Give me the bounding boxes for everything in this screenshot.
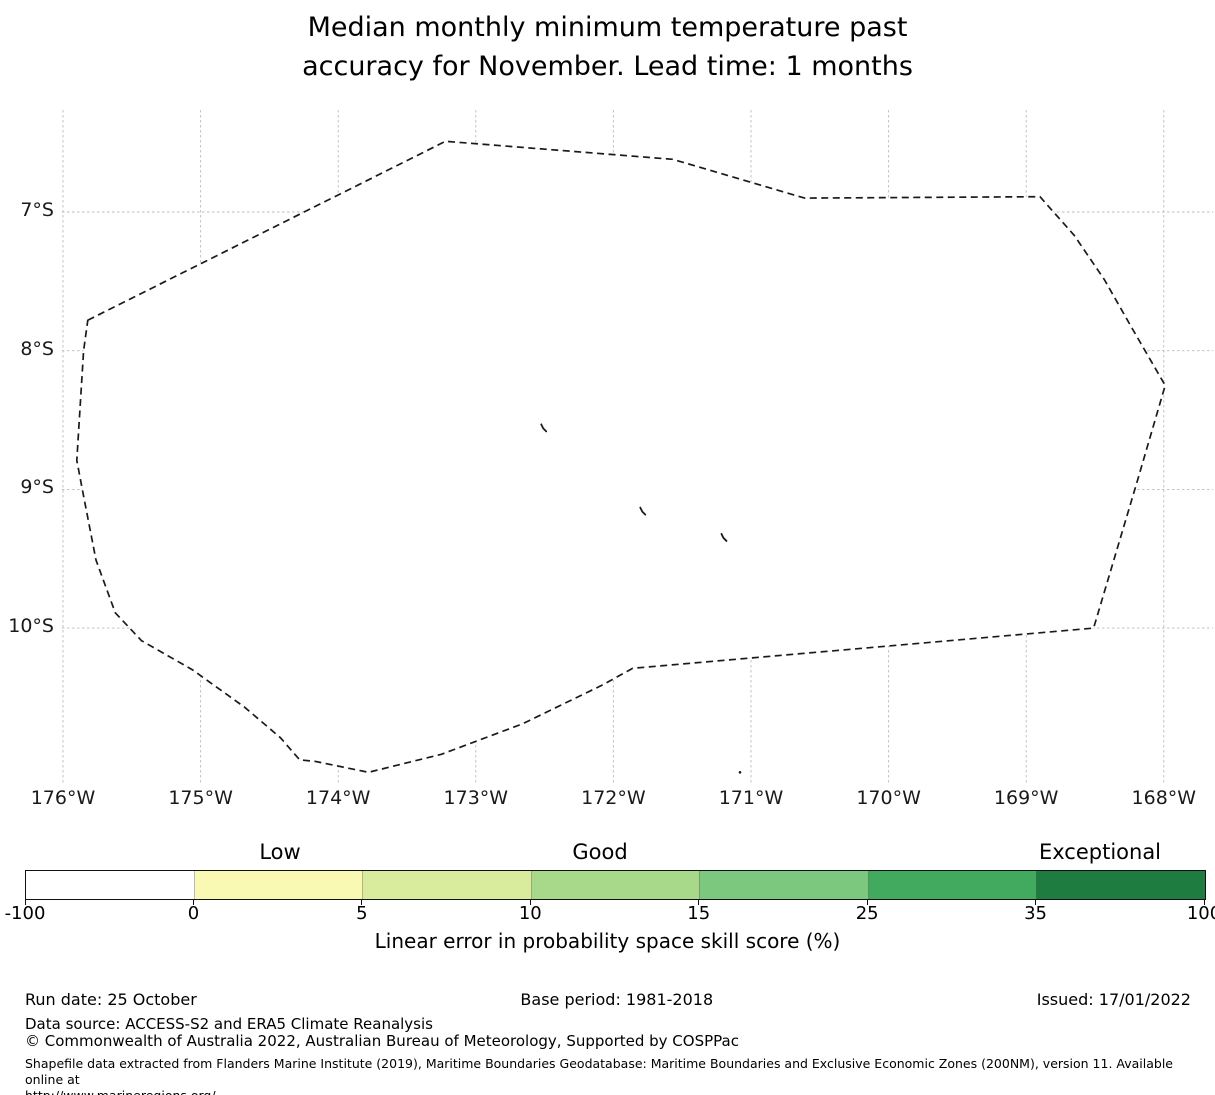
island-mark <box>738 771 742 774</box>
colorbar-tickmark <box>698 899 700 905</box>
colorbar-caption: Linear error in probability space skill … <box>374 929 841 953</box>
colorbar-tick-label: 0 <box>187 903 200 924</box>
colorbar-tickmark <box>1203 899 1205 905</box>
issued-text: Issued: 17/01/2022 <box>1036 990 1191 1009</box>
shapefile-note-line2: http://www.marineregions.org/. <box>25 1088 1195 1095</box>
colorbar-tick-label: 35 <box>1024 903 1048 924</box>
colorbar-tick-label: 15 <box>687 903 711 924</box>
lat-tick-label: 7°S <box>20 199 54 221</box>
colorbar-segment <box>868 871 1038 899</box>
lon-tick-label: 170°W <box>856 787 921 809</box>
lat-tick-label: 8°S <box>20 337 54 360</box>
island-mark <box>639 506 647 516</box>
lon-tick-label: 168°W <box>1131 787 1197 809</box>
eez-boundary <box>75 140 1167 774</box>
colorbar-tickmark <box>24 899 26 905</box>
colorbar-tick-label: 25 <box>855 903 879 924</box>
colorbar-tickmark <box>361 899 363 905</box>
colorbar-tick-label: 100 <box>1186 903 1215 924</box>
chart-title: Median monthly minimum temperature past … <box>0 8 1215 86</box>
colorbar-segment <box>1037 871 1206 899</box>
chart-title-line1: Median monthly minimum temperature past <box>307 12 908 43</box>
colorbar-segment <box>531 871 701 899</box>
lon-tick-label: 173°W <box>443 787 509 809</box>
colorbar <box>25 870 1206 900</box>
footer-row: Run date: 25 October Base period: 1981-2… <box>25 990 1191 1009</box>
lon-tick-label: 171°W <box>718 787 784 809</box>
base-period-text: Base period: 1981-2018 <box>520 990 714 1009</box>
chart-title-line2: accuracy for November. Lead time: 1 mont… <box>302 51 913 82</box>
shapefile-note: Shapefile data extracted from Flanders M… <box>25 1056 1195 1095</box>
colorbar-tickmark <box>866 899 868 905</box>
lat-tick-label: 9°S <box>20 476 54 499</box>
lat-tick-label: 10°S <box>8 615 54 638</box>
colorbar-segment <box>194 871 364 899</box>
colorbar-tick-label: -100 <box>4 903 46 924</box>
colorbar-tickmark <box>192 899 194 905</box>
colorbar-tick-label: 5 <box>356 903 368 924</box>
lon-tick-label: 176°W <box>30 787 96 809</box>
lon-tick-label: 175°W <box>168 787 233 809</box>
colorbar-category-good: Good <box>572 840 628 864</box>
island-mark <box>720 533 728 542</box>
colorbar-segment <box>700 871 869 899</box>
colorbar-tick-label: 10 <box>518 903 542 924</box>
copyright-text: © Commonwealth of Australia 2022, Austra… <box>25 1032 739 1050</box>
lon-tick-label: 172°W <box>581 787 646 809</box>
island-mark <box>540 423 548 433</box>
colorbar-category-exceptional: Exceptional <box>1038 840 1162 864</box>
colorbar-tickmark <box>1035 899 1037 905</box>
lon-tick-label: 169°W <box>993 787 1059 809</box>
colorbar-tickmark <box>529 899 531 905</box>
colorbar-segment <box>26 871 195 899</box>
shapefile-note-line1: Shapefile data extracted from Flanders M… <box>25 1056 1173 1087</box>
lon-tick-label: 174°W <box>305 787 371 809</box>
data-source-text: Data source: ACCESS-S2 and ERA5 Climate … <box>25 1015 433 1033</box>
colorbar-category-low: Low <box>259 840 301 864</box>
colorbar-segment <box>363 871 532 899</box>
run-date-text: Run date: 25 October <box>25 990 197 1009</box>
